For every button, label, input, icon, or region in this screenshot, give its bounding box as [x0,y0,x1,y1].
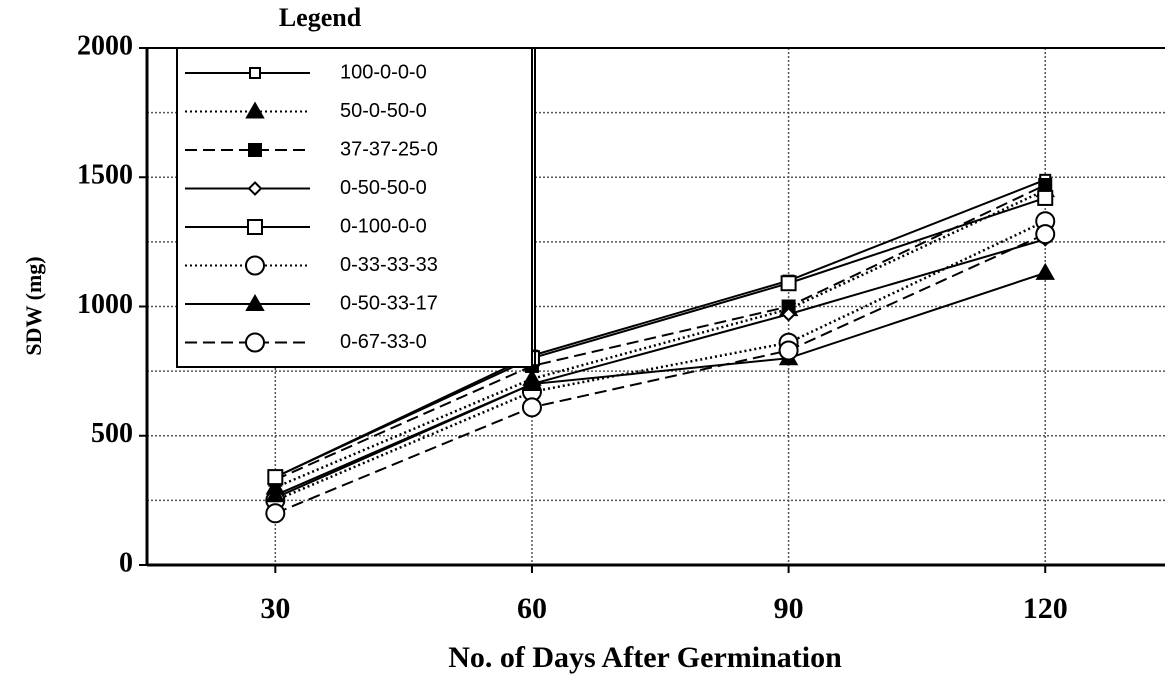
legend: 100-0-0-0 50-0-50-0 37-37-25-0 0-50-50-0 0-1… [176,47,536,368]
series-line [274,220,1046,502]
data-point [1035,262,1055,280]
data-point [522,374,542,392]
x-tick-label: 90 [774,592,804,625]
legend-marker [245,293,265,311]
y-tick-label: 1500 [77,160,133,191]
data-point [781,306,797,322]
y-tick-label: 1000 [77,289,133,320]
legend-label: 0-50-50-0 [340,177,427,199]
data-point [267,469,284,486]
legend-title: Legend [279,3,362,32]
data-point [265,503,286,524]
legend-label: 37-37-25-0 [340,138,438,160]
data-point [1037,189,1054,206]
legend-box [176,47,533,368]
legend-label: 0-100-0-0 [340,215,427,237]
legend-marker [248,143,262,157]
series-line [274,184,1046,481]
data-point [1038,178,1053,193]
y-axis-label: SDW (mg) [21,256,46,355]
y-tick-label: 0 [119,547,133,578]
data-point [780,275,797,292]
series-line [274,178,1046,479]
legend-label: 0-67-33-0 [340,331,427,353]
legend-marker [245,332,265,353]
legend-marker [249,67,261,79]
legend-marker [247,181,263,196]
data-point [521,397,542,418]
x-tick-label: 30 [260,592,290,625]
data-point [265,485,286,503]
legend-marker [245,101,265,119]
legend-label: 0-50-33-17 [340,292,438,314]
x-tick-label: 60 [517,592,547,625]
legend-marker [245,255,265,276]
y-tick-label: 2000 [77,30,133,61]
y-tick-label: 500 [91,418,133,449]
series-line [274,271,1046,497]
data-point [1035,224,1056,245]
legend-label: 0-33-33-33 [340,254,438,276]
x-axis-label: No. of Days After Germination [448,641,842,674]
legend-label: 50-0-50-0 [340,100,427,122]
data-point [778,340,799,361]
series-line [274,238,1046,499]
legend-marker [247,219,263,235]
x-tick-label: 120 [1023,592,1068,625]
legend-label: 100-0-0-0 [340,61,427,83]
series-line [274,189,1046,489]
series-line [274,196,1046,479]
